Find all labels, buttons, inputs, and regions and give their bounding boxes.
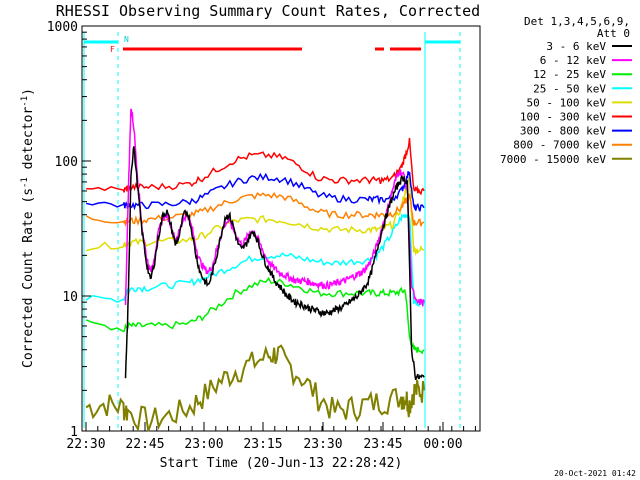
legend-label: 25 - 50 keV: [533, 82, 606, 95]
series-800-7000-kev: [85, 192, 425, 228]
x-tick-label: 00:00: [423, 437, 462, 452]
night-bands: [83, 32, 461, 428]
series-12-25-kev: [85, 276, 425, 355]
y-axis-label-sup2: -1: [20, 96, 30, 107]
x-tick-label: 23:30: [303, 437, 342, 452]
legend-header-2: Att 0: [597, 27, 630, 40]
y-tick-label: 1000: [47, 20, 78, 35]
legend-label: 12 - 25 keV: [533, 68, 606, 81]
x-axis: 22:30 22:45 23:00 23:15 23:30 23:45 00:00: [66, 422, 476, 452]
chart-title: RHESSI Observing Summary Count Rates, Co…: [56, 2, 480, 20]
legend-header-1: Det 1,3,4,5,6,9,: [524, 15, 630, 28]
x-axis-label: Start Time (20-Jun-13 22:28:42): [160, 456, 403, 471]
legend-label: 100 - 300 keV: [520, 111, 606, 124]
y-tick-label: 10: [62, 290, 78, 305]
legend-label: 800 - 7000 keV: [513, 139, 606, 152]
footer-timestamp: 20-Oct-2021 01:42: [554, 469, 636, 478]
series-100-300-kev: [86, 137, 425, 196]
y-axis-label-end: ): [21, 88, 36, 96]
plot-frame: [81, 25, 481, 432]
y-axis-label: Corrected Count Rate (s-1 detector-1): [20, 88, 36, 368]
x-tick-label: 23:45: [363, 437, 402, 452]
y-axis: 1 10 100 1000: [47, 20, 91, 440]
y-tick-label: 100: [55, 155, 78, 170]
series-layer: [85, 108, 425, 432]
legend-label: 300 - 800 keV: [520, 125, 606, 138]
y-tick-label: 1: [70, 425, 78, 440]
flare-flag-label: F: [110, 45, 115, 54]
legend-label: 6 - 12 keV: [540, 54, 607, 67]
legend-label: 50 - 100 keV: [527, 96, 607, 109]
series-300-800-kev: [85, 171, 425, 212]
series-6-12-kev: [124, 108, 425, 308]
x-tick-label: 22:45: [125, 437, 164, 452]
x-tick-label: 22:30: [66, 437, 105, 452]
night-flag-label: N: [124, 35, 129, 44]
y-axis-label-sup1: -1: [20, 177, 30, 188]
series-25-50-kev: [85, 211, 425, 308]
series-7000-15000-kev: [85, 344, 425, 432]
x-tick-label: 23:15: [243, 437, 282, 452]
series-3-6-kev: [124, 146, 425, 381]
legend-label: 7000 - 15000 keV: [500, 153, 606, 166]
legend-label: 3 - 6 keV: [546, 40, 606, 53]
x-tick-label: 23:00: [184, 437, 223, 452]
y-axis-label-mid: detector: [21, 107, 36, 178]
